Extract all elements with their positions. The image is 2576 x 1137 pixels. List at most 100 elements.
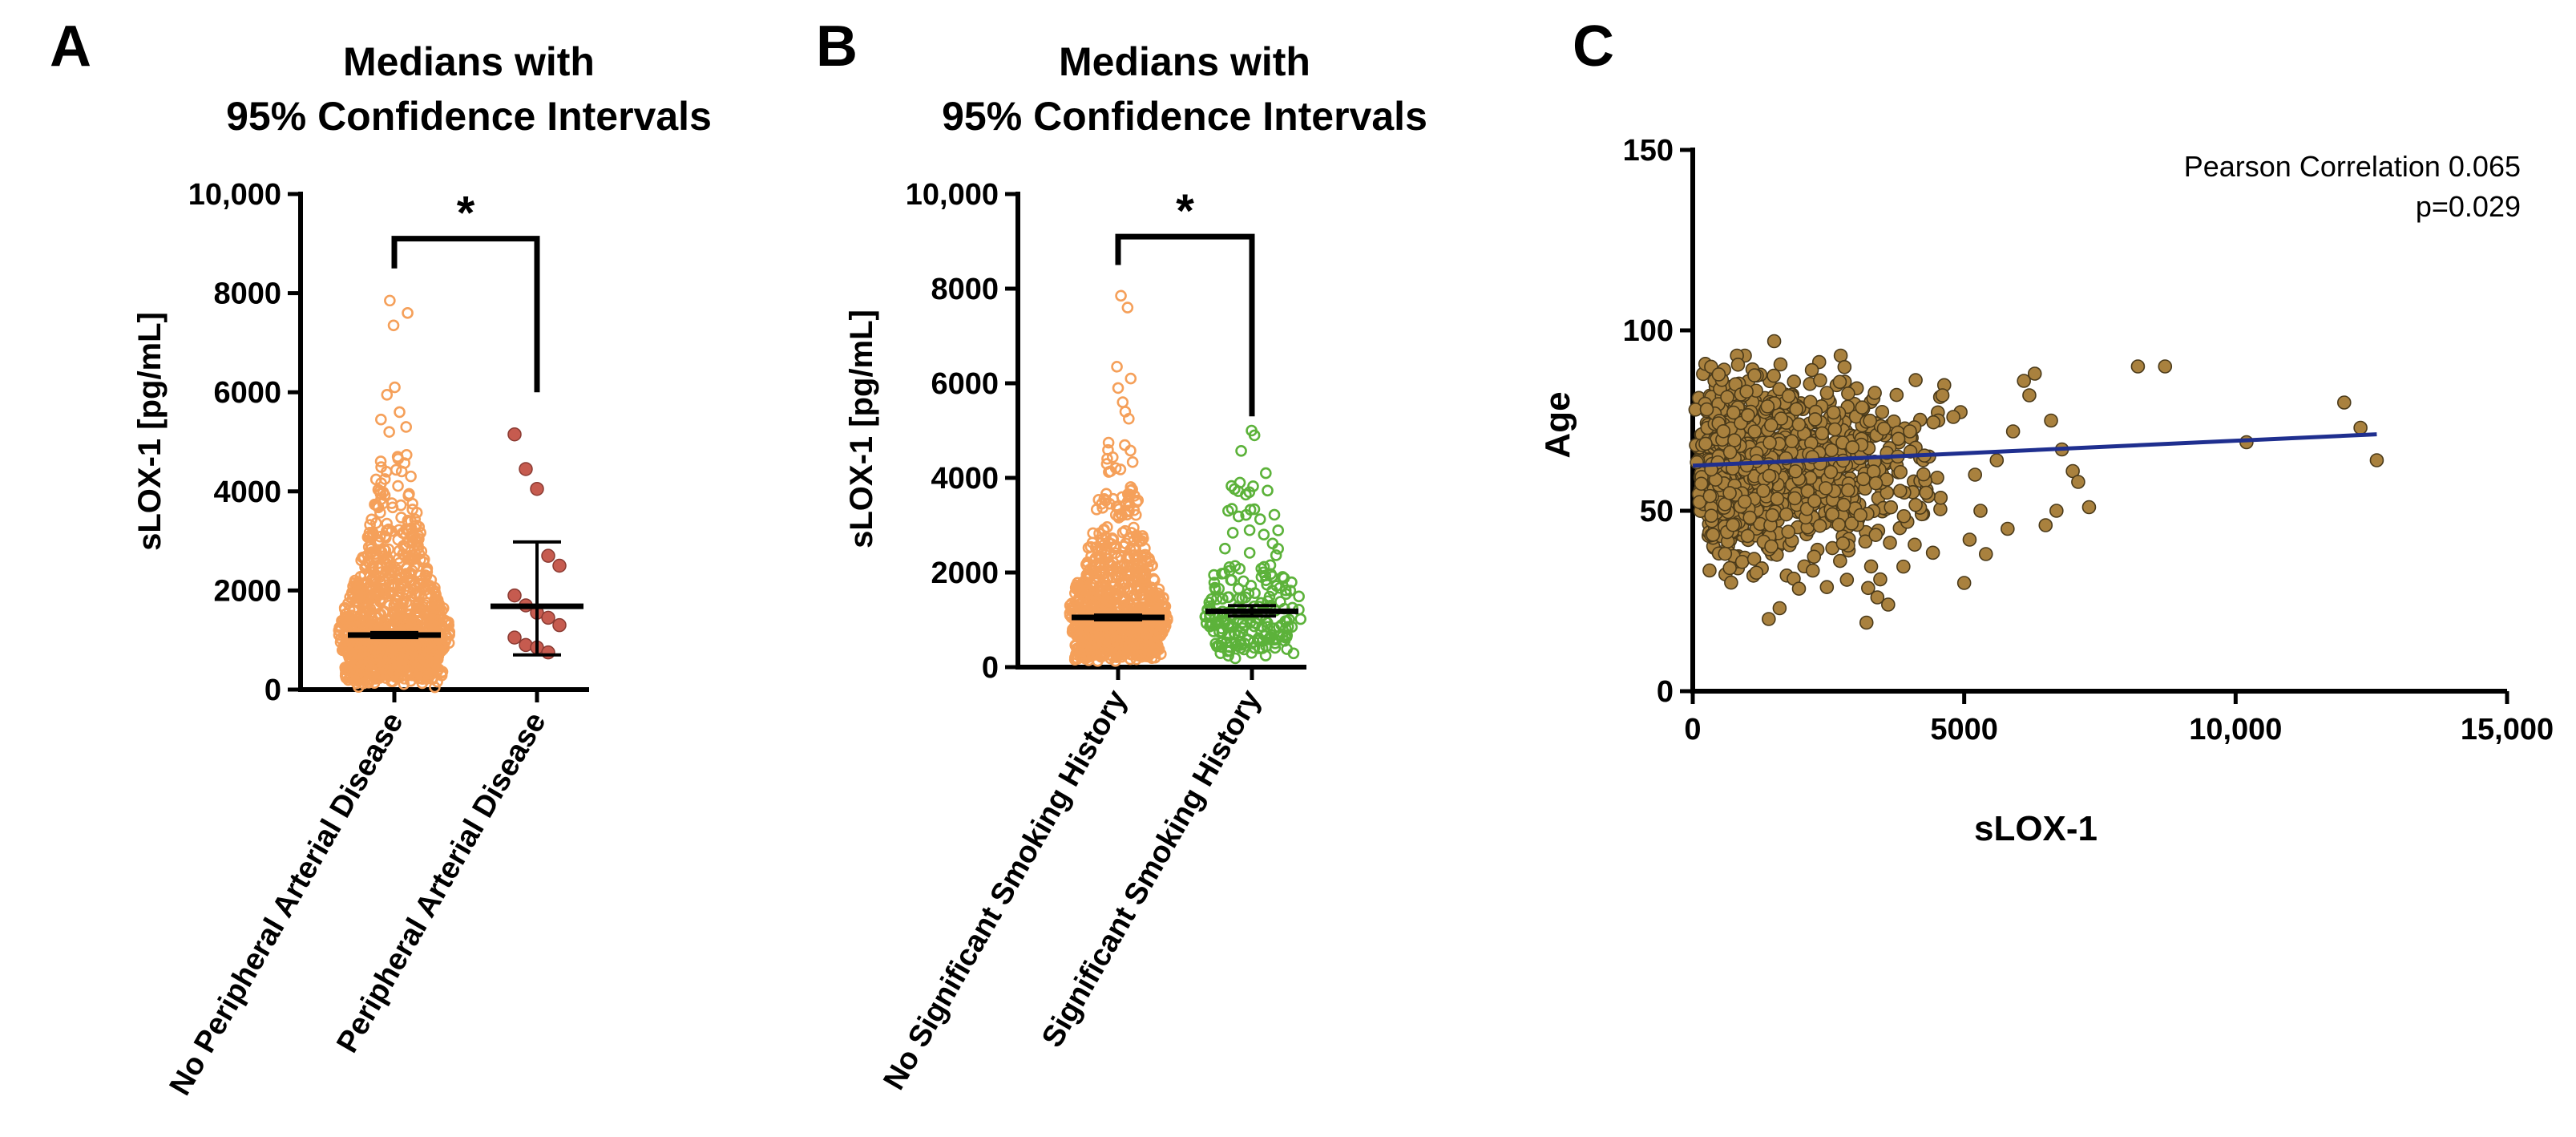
panel-b-data-point (1123, 412, 1135, 425)
panel-c-data-point (1925, 545, 1940, 560)
panel-c-data-point (1908, 373, 1923, 387)
panel-b-data-point (1287, 647, 1300, 660)
panel-b-data-point (1261, 578, 1273, 591)
panel-a-data-point (395, 512, 407, 524)
panel-b-data-point (1238, 619, 1251, 632)
panel-a-data-point (386, 497, 398, 509)
panel-c-data-point (1978, 547, 1993, 561)
panel-b-data-point (1100, 625, 1112, 637)
panel-c-data-point (1819, 386, 1835, 400)
panel-b-data-point (1234, 641, 1247, 654)
panel-b-data-point (1112, 382, 1124, 395)
panel-b-data-point (1240, 508, 1252, 521)
panel-b-data-point (1084, 577, 1097, 589)
panel-c-data-point (1926, 415, 1941, 430)
panel-a-data-point (413, 589, 426, 601)
panel-a-y-tick-label: 10,000 (188, 178, 281, 212)
panel-a-data-point (392, 651, 404, 664)
panel-c-data-point (1815, 426, 1830, 441)
panel-c-data-point (1766, 334, 1782, 349)
panel-b-category-label: Significant Smoking History (1036, 685, 1268, 1054)
panel-c-data-point (1749, 565, 1764, 581)
panel-a-data-point (418, 653, 430, 666)
panel-c-data-point (2337, 395, 2352, 410)
panel-c-data-point (1788, 464, 1803, 479)
panel-c-data-point (1746, 552, 1762, 566)
panel-c-data-point (1973, 504, 1988, 518)
panel-a-data-point (406, 649, 418, 661)
panel-a-data-point (433, 645, 445, 658)
panel-b-data-point (1219, 542, 1231, 555)
panel-c-data-point (1781, 524, 1796, 540)
panel-c: sLOX-1 Age Pearson Correlation 0.065 p=0… (1538, 134, 2554, 848)
panel-a-data-point (402, 514, 414, 527)
panel-b-data-point (1254, 513, 1266, 525)
panel-b-data-point (1130, 552, 1143, 565)
panel-a-data-point (390, 463, 402, 476)
panel-a-data-point (383, 599, 396, 612)
panel-a-data-point (375, 461, 387, 473)
panel-c-data-point (1823, 464, 1839, 479)
panel-b-data-point (1248, 503, 1261, 516)
panel-b-data-point (1124, 488, 1136, 501)
panel-b-data-point (1225, 503, 1238, 515)
panel-c-data-point (1863, 559, 1879, 574)
panel-a-data-point (369, 644, 382, 656)
panel-b-data-point (1242, 587, 1255, 600)
panel-c-data-point (1772, 601, 1787, 616)
panel-b-y-tick-label: 8000 (931, 273, 999, 306)
panel-b-data-point (1095, 551, 1108, 563)
panel-b-data-point (1218, 567, 1231, 580)
panel-c-data-point (1740, 528, 1755, 544)
panel-a-data-point (362, 540, 375, 553)
panel-a-data-point (382, 658, 395, 670)
panel-c-data-point (1875, 404, 1890, 419)
panel-b-data-point (1236, 622, 1249, 634)
panel-b-data-point (1262, 633, 1274, 645)
panel-c-data-point (2001, 521, 2015, 536)
panel-c-data-point (1726, 405, 1741, 420)
panel-c-data-point (1747, 424, 1762, 439)
panel-b-data-point (1129, 633, 1141, 646)
panel-c-data-point (1892, 484, 1908, 499)
panel-a-data-point (353, 646, 366, 659)
panel-a-data-point (381, 388, 394, 401)
panel-b-data-point (1246, 625, 1258, 638)
panel-b-data-point (1274, 581, 1286, 594)
panel-c-data-point (1853, 508, 1868, 523)
panel-c-data-point (1968, 467, 1983, 482)
panel-c-x-tick-label: 15,000 (2461, 713, 2554, 747)
panel-b-data-point (1279, 584, 1292, 597)
panel-a-data-point (406, 504, 418, 516)
panel-c-data-point (1734, 554, 1750, 569)
panel-c-data-point (1859, 615, 1874, 630)
panel-c-data-point (1781, 389, 1796, 403)
panel-b-data-point (1109, 508, 1122, 521)
panel-c-data-point (1826, 405, 1841, 420)
panel-a-data-point (541, 645, 555, 660)
panel-b-data-point (1102, 436, 1115, 449)
panel-c-data-point (1772, 382, 1787, 397)
panel-b-data-point (1102, 443, 1114, 456)
panel-c-data-point (1764, 539, 1779, 554)
panel-a-data-point (541, 548, 555, 563)
panel-b-data-point (1124, 444, 1137, 457)
panel-c-data-point (1833, 553, 1847, 568)
panel-c-data-point (1839, 573, 1855, 587)
panel-a-data-point (507, 427, 522, 442)
panel-a-data-point (371, 591, 383, 603)
panel-a-data-point (339, 663, 352, 676)
panel-c-data-point (1766, 368, 1781, 383)
panel-c-data-point (2081, 500, 2097, 515)
panel-b-data-point (1111, 361, 1123, 373)
panel-c-data-point (1756, 484, 1770, 498)
panel-a-data-point (385, 564, 398, 577)
panel-c-y-tick-label: 50 (1640, 495, 1674, 528)
panel-c-data-point (1779, 507, 1794, 522)
panel-b-data-point (1268, 508, 1281, 521)
panel-a-data-point (552, 617, 567, 633)
panel-a-data-point (358, 605, 370, 617)
panel-b-data-point (1254, 597, 1267, 609)
panel-c-data-point (1908, 537, 1922, 552)
panel-b-data-point (1070, 582, 1082, 595)
